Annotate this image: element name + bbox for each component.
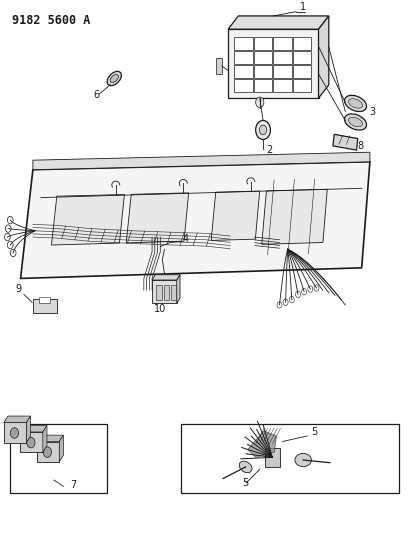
Polygon shape	[248, 431, 277, 457]
Polygon shape	[177, 274, 180, 303]
Polygon shape	[211, 191, 260, 240]
Bar	[39, 297, 50, 303]
Polygon shape	[228, 16, 329, 29]
Circle shape	[256, 120, 270, 140]
Ellipse shape	[349, 99, 363, 108]
Circle shape	[5, 225, 11, 232]
Bar	[4, 423, 26, 442]
Text: 9: 9	[16, 284, 22, 294]
Text: 5: 5	[312, 426, 318, 437]
Text: 7: 7	[70, 480, 76, 490]
Bar	[20, 432, 43, 452]
Polygon shape	[20, 426, 47, 432]
Polygon shape	[262, 189, 327, 244]
Bar	[234, 37, 252, 50]
Circle shape	[296, 291, 300, 297]
Circle shape	[289, 296, 294, 303]
Bar	[234, 51, 252, 63]
Ellipse shape	[110, 75, 118, 83]
Polygon shape	[33, 152, 370, 169]
Ellipse shape	[295, 454, 312, 467]
Circle shape	[259, 125, 267, 135]
Bar	[293, 37, 311, 50]
Bar	[234, 79, 252, 92]
Ellipse shape	[349, 117, 363, 127]
Text: 1: 1	[300, 2, 307, 12]
Bar	[234, 65, 252, 78]
Bar	[37, 441, 59, 462]
Bar	[181, 424, 399, 493]
Text: 5: 5	[242, 478, 248, 488]
Bar	[254, 79, 272, 92]
Bar	[333, 134, 358, 150]
Ellipse shape	[107, 71, 121, 86]
Polygon shape	[37, 435, 63, 441]
Bar	[171, 285, 176, 300]
Circle shape	[7, 216, 13, 224]
Circle shape	[7, 241, 13, 249]
Bar	[152, 280, 177, 303]
Text: 8: 8	[358, 141, 364, 150]
Polygon shape	[319, 16, 329, 98]
Circle shape	[256, 97, 264, 108]
Circle shape	[302, 288, 307, 295]
Bar	[293, 65, 311, 78]
Polygon shape	[21, 161, 370, 278]
Polygon shape	[4, 416, 30, 423]
Polygon shape	[26, 416, 30, 442]
Ellipse shape	[344, 114, 367, 130]
Text: 6: 6	[94, 90, 100, 100]
Polygon shape	[59, 435, 63, 462]
Circle shape	[283, 299, 288, 305]
Bar	[156, 285, 162, 300]
Bar	[273, 37, 292, 50]
Circle shape	[277, 302, 282, 308]
Bar	[293, 79, 311, 92]
Circle shape	[10, 427, 18, 438]
Text: 10: 10	[154, 304, 166, 314]
Polygon shape	[126, 193, 189, 243]
Circle shape	[308, 286, 313, 292]
Bar	[273, 51, 292, 63]
Circle shape	[5, 233, 10, 241]
Bar	[254, 51, 272, 63]
Circle shape	[10, 249, 16, 257]
Ellipse shape	[239, 461, 252, 473]
Bar	[273, 79, 292, 92]
Bar	[254, 65, 272, 78]
Bar	[293, 51, 311, 63]
Bar	[228, 29, 319, 98]
Bar	[164, 285, 169, 300]
Bar	[33, 299, 57, 313]
Text: 4: 4	[183, 235, 189, 244]
Circle shape	[27, 437, 35, 448]
Bar	[265, 448, 280, 467]
Text: 3: 3	[369, 107, 375, 117]
Polygon shape	[152, 274, 180, 280]
Polygon shape	[51, 195, 125, 245]
Text: 9182 5600 A: 9182 5600 A	[12, 14, 91, 27]
Bar	[254, 37, 272, 50]
Polygon shape	[43, 426, 47, 452]
Bar	[216, 58, 222, 74]
Ellipse shape	[344, 95, 367, 111]
Bar	[10, 424, 107, 493]
Text: 2: 2	[266, 145, 272, 155]
Circle shape	[314, 285, 319, 291]
Circle shape	[43, 447, 51, 457]
Bar	[273, 65, 292, 78]
